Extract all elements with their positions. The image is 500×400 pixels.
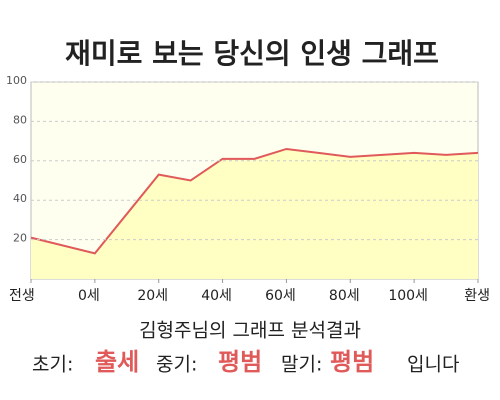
item-label: 초기: — [32, 354, 73, 376]
chart-title: 재미로 보는 당신의 인생 그래프 — [65, 37, 439, 70]
item-value: 출세 — [95, 348, 139, 376]
y-tick-label: 40 — [13, 192, 27, 205]
x-tick-label: 60세 — [265, 288, 296, 304]
x-tick-label: 0세 — [78, 288, 100, 304]
analysis-title: 김형주님의 그래프 분석결과 — [139, 320, 361, 342]
x-tick-label: 80세 — [329, 288, 360, 304]
x-tick-label: 40세 — [201, 288, 232, 304]
item-value: 평범 — [330, 348, 374, 376]
y-tick-label: 60 — [13, 153, 27, 166]
suffix: 입니다 — [407, 354, 459, 376]
x-tick-label: 전생 — [9, 288, 35, 304]
item-value: 평범 — [218, 348, 262, 376]
line — [30, 147, 479, 255]
item-label: 말기: — [281, 354, 322, 376]
y-tick-label: 20 — [13, 232, 27, 245]
area — [31, 148, 478, 279]
y-tick-label: 80 — [13, 113, 27, 126]
x-tick-label: 환생 — [464, 288, 490, 304]
x-tick-label: 100세 — [388, 288, 428, 304]
item-label: 중기: — [156, 354, 197, 376]
x-tick-label: 20세 — [137, 288, 168, 304]
y-tick-label: 100 — [6, 74, 27, 87]
